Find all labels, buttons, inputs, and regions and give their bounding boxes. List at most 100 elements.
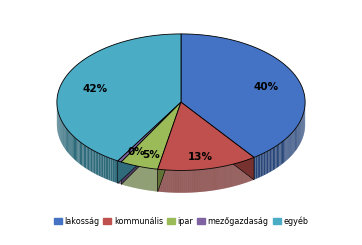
Polygon shape [158, 102, 181, 192]
Polygon shape [80, 142, 81, 165]
Polygon shape [196, 170, 197, 192]
Polygon shape [89, 148, 91, 172]
Polygon shape [265, 151, 267, 175]
Polygon shape [71, 134, 72, 157]
Polygon shape [63, 124, 64, 147]
Polygon shape [179, 171, 180, 193]
Polygon shape [236, 163, 237, 185]
Polygon shape [294, 129, 295, 152]
Polygon shape [298, 123, 299, 147]
Polygon shape [277, 145, 278, 168]
Polygon shape [181, 102, 254, 180]
Polygon shape [238, 162, 239, 185]
Polygon shape [184, 171, 185, 193]
Polygon shape [218, 167, 219, 190]
Polygon shape [202, 169, 203, 192]
Polygon shape [118, 102, 181, 183]
Polygon shape [180, 171, 181, 193]
Polygon shape [121, 102, 181, 184]
Polygon shape [216, 168, 217, 190]
Polygon shape [176, 170, 177, 193]
Polygon shape [240, 162, 241, 184]
Polygon shape [105, 156, 107, 179]
Polygon shape [100, 154, 102, 177]
Polygon shape [189, 170, 190, 193]
Polygon shape [208, 169, 209, 191]
Polygon shape [110, 158, 112, 181]
Polygon shape [281, 142, 282, 165]
Polygon shape [268, 150, 270, 173]
Polygon shape [173, 170, 174, 193]
Polygon shape [191, 170, 192, 193]
Polygon shape [211, 168, 212, 191]
Polygon shape [95, 152, 97, 175]
Polygon shape [77, 140, 79, 163]
Polygon shape [112, 159, 114, 182]
Polygon shape [170, 170, 171, 193]
Polygon shape [74, 137, 75, 160]
Polygon shape [94, 151, 95, 174]
Polygon shape [181, 102, 254, 180]
Polygon shape [217, 167, 218, 190]
Polygon shape [286, 137, 287, 160]
Polygon shape [164, 170, 165, 192]
Polygon shape [168, 170, 169, 192]
Polygon shape [287, 136, 289, 159]
Polygon shape [59, 116, 60, 139]
Polygon shape [237, 163, 238, 185]
Polygon shape [91, 149, 92, 172]
Polygon shape [158, 169, 159, 192]
Polygon shape [118, 102, 181, 183]
Polygon shape [273, 147, 274, 171]
Polygon shape [69, 131, 70, 155]
Polygon shape [278, 144, 279, 167]
Polygon shape [285, 138, 286, 161]
Polygon shape [177, 171, 178, 193]
Polygon shape [203, 169, 204, 192]
Polygon shape [300, 120, 301, 144]
Polygon shape [261, 154, 262, 177]
Polygon shape [200, 170, 201, 192]
Polygon shape [182, 171, 183, 193]
Polygon shape [84, 145, 85, 168]
Polygon shape [234, 164, 235, 186]
Polygon shape [62, 121, 63, 145]
Polygon shape [178, 171, 179, 193]
Polygon shape [262, 153, 264, 176]
Polygon shape [223, 166, 224, 189]
Polygon shape [88, 147, 89, 171]
Polygon shape [195, 170, 196, 192]
Polygon shape [290, 134, 291, 158]
Polygon shape [230, 165, 231, 187]
Polygon shape [222, 166, 223, 189]
Polygon shape [158, 102, 181, 192]
Polygon shape [183, 171, 184, 193]
Polygon shape [102, 155, 104, 178]
Text: 40%: 40% [253, 82, 278, 92]
Polygon shape [190, 170, 191, 193]
Polygon shape [259, 155, 261, 178]
Polygon shape [61, 120, 62, 144]
Polygon shape [282, 141, 283, 164]
Polygon shape [82, 144, 84, 167]
Polygon shape [292, 131, 294, 154]
Polygon shape [267, 151, 268, 174]
Polygon shape [250, 159, 251, 181]
Polygon shape [201, 170, 202, 192]
Polygon shape [167, 170, 168, 192]
Polygon shape [85, 146, 87, 169]
Polygon shape [214, 168, 215, 190]
Polygon shape [163, 170, 164, 192]
Polygon shape [121, 102, 181, 169]
Polygon shape [72, 135, 73, 158]
Polygon shape [206, 169, 207, 191]
Polygon shape [246, 160, 247, 183]
Polygon shape [251, 158, 252, 181]
Polygon shape [254, 157, 256, 180]
Polygon shape [302, 116, 303, 139]
Polygon shape [221, 167, 222, 189]
Polygon shape [193, 170, 194, 193]
Polygon shape [219, 167, 220, 189]
Polygon shape [239, 162, 240, 185]
Polygon shape [188, 170, 189, 193]
